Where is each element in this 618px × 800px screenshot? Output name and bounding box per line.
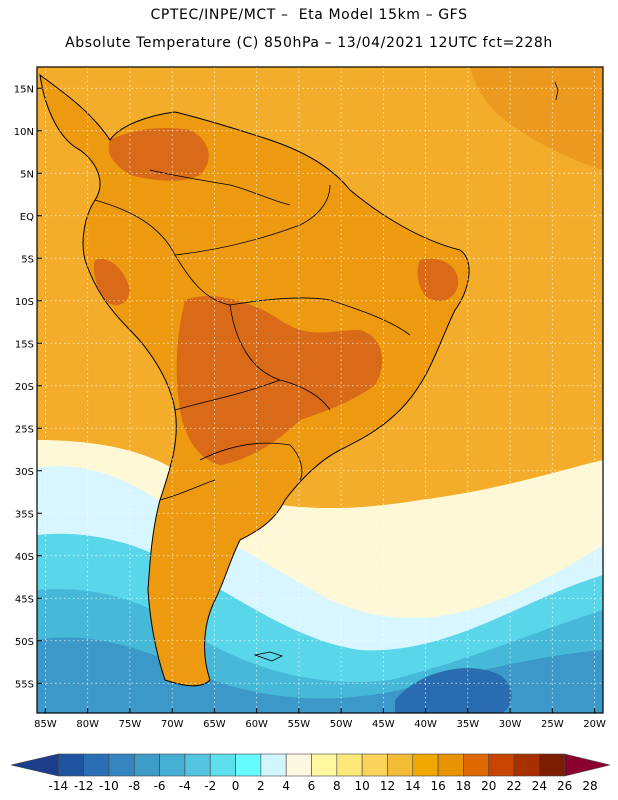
colorbar-label: 26 <box>557 779 572 793</box>
lon-tick-label: 55W <box>288 719 311 730</box>
colorbar-swatch <box>488 753 515 777</box>
lon-tick-label: 50W <box>330 719 353 730</box>
map-title-line2: Absolute Temperature (C) 850hPa – 13/04/… <box>65 35 553 51</box>
colorbar-label: 24 <box>532 779 547 793</box>
map-field <box>37 67 603 713</box>
colorbar-label: 2 <box>257 779 265 793</box>
colorbar-swatch <box>387 753 414 777</box>
colorbar-label: -2 <box>204 779 216 793</box>
lat-tick-label: 50S <box>15 637 34 648</box>
lat-tick-label: 35S <box>15 509 34 520</box>
map-frame <box>36 66 604 714</box>
colorbar-label: -6 <box>154 779 166 793</box>
colorbar-swatch <box>260 753 287 777</box>
lon-tick-label: 80W <box>76 719 99 730</box>
lat-tick-label: 10S <box>15 297 34 308</box>
country-borders <box>94 169 411 501</box>
coastline <box>39 73 470 687</box>
lon-tick-label: 20W <box>583 719 606 730</box>
colorbar: -14 -12 -10 -8 -6 -4 -2 0 2 4 6 8 10 12 14 16 18 20 22 24 26… <box>10 753 611 793</box>
colorbar-swatch <box>58 753 84 777</box>
colorbar-swatch <box>209 753 236 777</box>
lat-tick-label: EQ <box>20 212 34 223</box>
cool-band-neg10 <box>395 668 512 713</box>
colorbar-arrow-low <box>10 753 59 777</box>
lon-tick-label: 45W <box>372 719 395 730</box>
latitude-axis: 15N 10N 5N EQ 5S 10S 15S 20S 25S 30S 35S 40S 45S 50S 5… <box>14 84 42 690</box>
hot-core-northeast <box>417 258 459 302</box>
colorbar-label: -4 <box>179 779 191 793</box>
hot-core-north <box>108 128 209 181</box>
lon-tick-label: 40W <box>414 719 437 730</box>
colorbar-label: 18 <box>456 779 471 793</box>
lon-tick-label: 75W <box>119 719 142 730</box>
colorbar-swatch <box>133 753 160 777</box>
colorbar-label: 0 <box>232 779 240 793</box>
colorbar-swatch <box>285 753 312 777</box>
colorbar-label: 20 <box>481 779 496 793</box>
colorbar-label: 28 <box>582 779 597 793</box>
lat-tick-label: 45S <box>15 594 34 605</box>
colorbar-label: 14 <box>405 779 420 793</box>
lon-tick-label: 60W <box>245 719 268 730</box>
colorbar-swatch <box>437 753 464 777</box>
lon-tick-label: 70W <box>161 719 184 730</box>
colorbar-label: 12 <box>380 779 395 793</box>
lon-tick-label: 25W <box>541 719 564 730</box>
colorbar-swatch <box>539 753 565 777</box>
ne-warm-patch <box>470 67 603 170</box>
colorbar-swatch <box>83 753 110 777</box>
lat-tick-label: 15N <box>14 84 34 95</box>
lat-tick-label: 30S <box>15 467 34 478</box>
colorbar-label: -10 <box>99 779 119 793</box>
lat-tick-label: 20S <box>15 382 34 393</box>
lat-tick-label: 55S <box>15 679 34 690</box>
colorbar-arrow-high <box>564 753 611 777</box>
colorbar-label: 4 <box>282 779 290 793</box>
colorbar-swatch <box>513 753 540 777</box>
lat-tick-label: 5N <box>20 169 34 180</box>
colorbar-label: 6 <box>308 779 316 793</box>
colorbar-swatch <box>159 753 186 777</box>
colorbar-swatch <box>336 753 363 777</box>
colorbar-label: 16 <box>430 779 445 793</box>
longitude-axis: 85W 80W 75W 70W 65W 60W 55W 50W 45W 40W 35W 30W 25W 2… <box>34 708 606 730</box>
colorbar-swatch <box>412 753 439 777</box>
lon-tick-label: 35W <box>457 719 480 730</box>
hot-core-andes <box>93 259 130 306</box>
colorbar-label: 8 <box>333 779 341 793</box>
colorbar-label: -12 <box>74 779 94 793</box>
lon-tick-label: 30W <box>499 719 522 730</box>
caribbean-islands <box>554 81 559 101</box>
map-title-line1: CPTEC/INPE/MCT – Eta Model 15km – GFS <box>150 7 468 23</box>
lat-tick-label: 40S <box>15 552 34 563</box>
colorbar-label: 10 <box>354 779 369 793</box>
lat-tick-label: 5S <box>21 254 34 265</box>
colorbar-swatch <box>108 753 135 777</box>
colorbar-swatch <box>463 753 490 777</box>
falkland-islands <box>253 651 284 662</box>
colorbar-label: -14 <box>49 779 69 793</box>
colorbar-swatch <box>184 753 211 777</box>
lat-tick-label: 10N <box>14 127 34 138</box>
lon-tick-label: 85W <box>34 719 57 730</box>
colorbar-label: -8 <box>128 779 140 793</box>
lon-tick-label: 65W <box>203 719 226 730</box>
colorbar-swatch <box>311 753 338 777</box>
lat-tick-label: 15S <box>15 339 34 350</box>
lat-tick-label: 25S <box>15 424 34 435</box>
colorbar-swatch <box>235 753 262 777</box>
colorbar-label: 22 <box>506 779 521 793</box>
colorbar-swatch <box>361 753 388 777</box>
